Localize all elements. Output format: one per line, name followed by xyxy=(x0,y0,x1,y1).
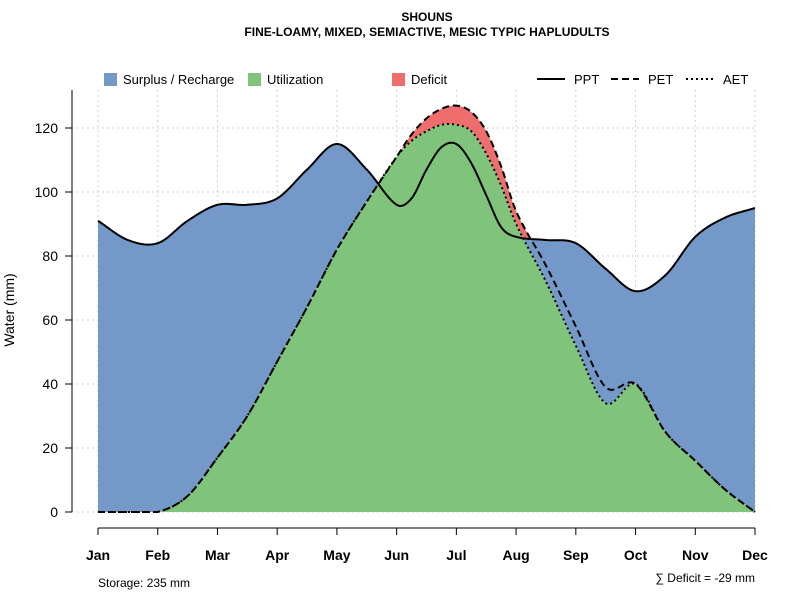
x-tick-label: Oct xyxy=(624,547,648,563)
area-fills xyxy=(98,105,755,512)
chart-title: SHOUNS xyxy=(401,10,452,24)
legend: Surplus / Recharge Utilization Deficit P… xyxy=(104,72,748,87)
chart-subtitle: FINE-LOAMY, MIXED, SEMIACTIVE, MESIC TYP… xyxy=(244,25,609,39)
y-tick-label: 100 xyxy=(35,184,59,200)
y-axis-label: Water (mm) xyxy=(1,273,17,346)
x-tick-label: Feb xyxy=(145,547,170,563)
axes: 0 20 40 60 80 100 120 Jan Feb Mar Apr May Jun Jul Aug S… xyxy=(35,90,768,563)
legend-label-aet: AET xyxy=(723,72,748,87)
series-lines xyxy=(97,104,756,513)
y-tick-label: 120 xyxy=(35,120,59,136)
surplus-recharge-area xyxy=(98,124,755,512)
legend-label-surplus: Surplus / Recharge xyxy=(123,72,234,87)
deficit-annotation: ∑ Deficit = -29 mm xyxy=(655,571,755,585)
legend-swatch-deficit xyxy=(392,73,405,86)
x-tick-label: Dec xyxy=(742,547,768,563)
y-tick-label: 40 xyxy=(42,376,58,392)
y-tick-label: 20 xyxy=(42,440,58,456)
ppt-line xyxy=(97,141,756,293)
legend-swatch-surplus xyxy=(104,73,117,86)
y-tick-label: 0 xyxy=(50,504,58,520)
y-tick-label: 60 xyxy=(42,312,58,328)
utilization-area xyxy=(98,124,755,512)
legend-label-pet: PET xyxy=(648,72,673,87)
x-tick-label: Aug xyxy=(502,547,529,563)
legend-label-ppt: PPT xyxy=(574,72,599,87)
x-tick-label: May xyxy=(323,547,350,563)
legend-swatch-utilization xyxy=(248,73,261,86)
x-tick-label: Jun xyxy=(384,547,409,563)
x-tick-label: Jan xyxy=(86,547,110,563)
x-tick-label: Apr xyxy=(265,547,290,563)
x-tick-label: Mar xyxy=(205,547,230,563)
x-tick-label: Sep xyxy=(563,547,589,563)
legend-label-deficit: Deficit xyxy=(411,72,448,87)
y-tick-label: 80 xyxy=(42,248,58,264)
x-tick-label: Nov xyxy=(682,547,709,563)
legend-label-utilization: Utilization xyxy=(267,72,323,87)
x-tick-label: Jul xyxy=(446,547,466,563)
pet-line xyxy=(98,104,756,513)
storage-annotation: Storage: 235 mm xyxy=(98,576,190,590)
